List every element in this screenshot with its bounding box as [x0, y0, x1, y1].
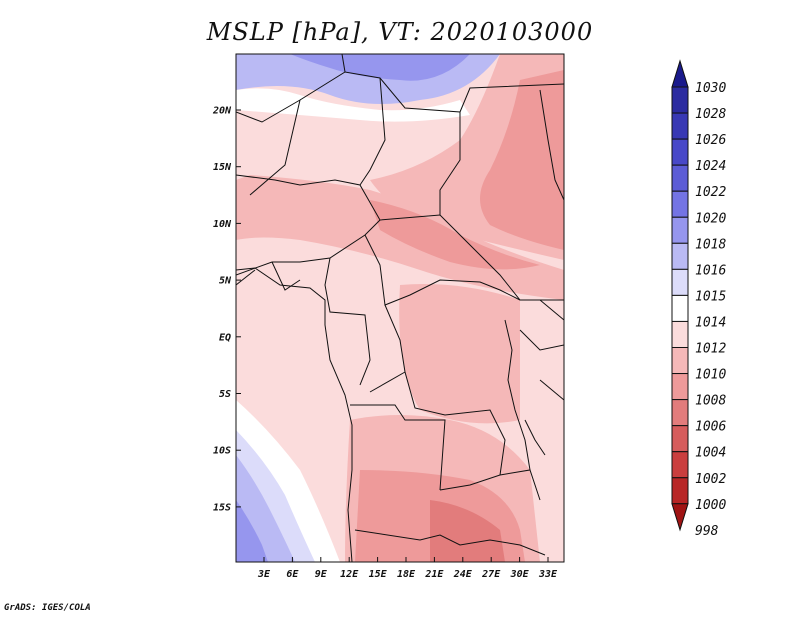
colorbar-cell	[671, 373, 689, 401]
colorbar-label: 1018	[695, 237, 726, 252]
colorbar-cell	[671, 477, 689, 505]
lon-label: 27E	[481, 569, 501, 580]
lat-label: 5S	[219, 389, 231, 400]
colorbar-label: 1022	[695, 185, 726, 200]
lon-label: 15E	[369, 569, 388, 580]
country-borders	[236, 54, 564, 556]
colorbar-cell	[671, 425, 689, 453]
grads-credit: GrADS: IGES/COLA	[4, 603, 91, 613]
colorbar-label: 1030	[695, 81, 726, 96]
axis-ticks	[236, 109, 549, 562]
colorbar-label: 1015	[695, 289, 726, 304]
lon-label: 21E	[424, 569, 444, 580]
colorbar-cell	[671, 347, 689, 375]
lat-label: 15N	[213, 162, 232, 173]
colorbar-label: 1012	[695, 342, 726, 357]
colorbar-label: 1000	[695, 498, 726, 513]
colorbar-cell	[671, 164, 689, 192]
colorbar-label: 998	[695, 524, 719, 539]
colorbar-label: 1016	[695, 263, 726, 278]
colorbar-cell	[671, 190, 689, 218]
lat-label: 5N	[219, 276, 232, 287]
lat-label: 15S	[213, 502, 231, 513]
colorbar-cell	[671, 242, 689, 270]
lat-label: EQ	[219, 332, 231, 343]
lon-label: 3E	[257, 569, 271, 580]
lon-label: 18E	[397, 569, 416, 580]
colorbar-label: 1008	[695, 394, 726, 409]
colorbar-cell	[671, 268, 689, 296]
colorbar-label: 1004	[695, 446, 726, 461]
colorbar-cell	[671, 503, 689, 532]
colorbar-cell	[671, 138, 689, 166]
lon-label: 33E	[538, 569, 558, 580]
colorbar-label: 1010	[695, 368, 726, 383]
colorbar-cell	[671, 399, 689, 427]
lat-label: 20N	[212, 106, 232, 117]
longitude-labels: 3E 6E 9E 12E 15E 18E 21E 24E 27E 30E 33E	[257, 569, 558, 580]
lon-label: 6E	[286, 569, 299, 580]
colorbar-cell	[671, 320, 689, 349]
colorbar-label: 1002	[695, 472, 726, 487]
colorbar-label: 1028	[695, 107, 726, 122]
latitude-labels: 20N 15N 10N 5N EQ 5S 10S 15S	[212, 106, 232, 514]
colorbar-label: 1006	[695, 420, 726, 435]
colorbar-cell	[671, 112, 689, 140]
colorbar-label: 1020	[695, 211, 726, 226]
map-title: MSLP [hPa], VT: 2020103000	[206, 18, 594, 46]
colorbar-label: 1014	[695, 315, 726, 330]
colorbar	[671, 59, 689, 532]
lon-label: 24E	[453, 569, 473, 580]
colorbar-cell	[671, 86, 689, 114]
lat-label: 10S	[213, 446, 231, 457]
colorbar-cell	[671, 59, 689, 88]
colorbar-label: 1026	[695, 133, 726, 148]
map-frame	[235, 53, 565, 563]
pressure-field	[236, 54, 564, 562]
lon-label: 9E	[315, 569, 328, 580]
colorbar-cell	[671, 451, 689, 479]
colorbar-label: 1024	[695, 159, 726, 174]
coastline	[236, 89, 564, 562]
lon-label: 12E	[340, 569, 359, 580]
colorbar-labels: 1030 1028 1026 1024 1022 1020 1018 1016 1015 1014…	[695, 81, 726, 539]
colorbar-cell	[671, 216, 689, 244]
colorbar-cell	[671, 294, 689, 322]
lon-label: 30E	[510, 569, 530, 580]
lat-label: 10N	[213, 219, 232, 230]
